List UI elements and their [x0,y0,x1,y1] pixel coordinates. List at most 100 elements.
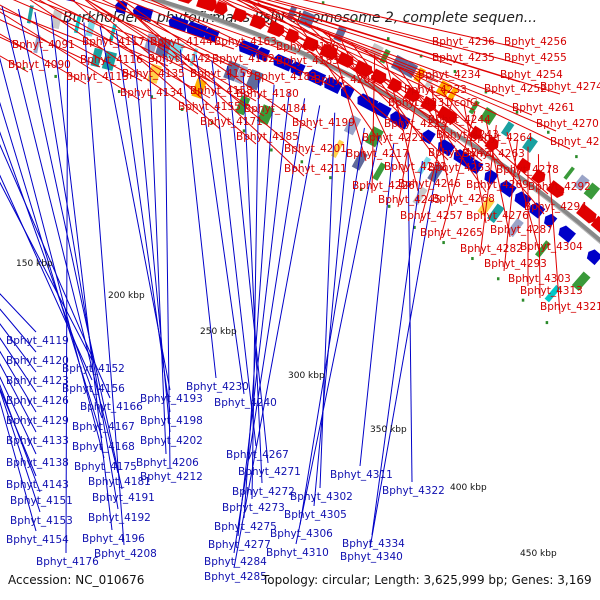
feature-marker [242,129,246,133]
feature-marker [117,90,121,94]
reverse-gene-label: Bphyt_4311 [330,469,393,481]
reverse-leader-line [0,57,105,459]
inner-feature-band [189,48,199,67]
forward-leader-line [316,26,483,162]
reverse-leader-line [295,135,380,545]
forward-leader-line [351,42,449,176]
outer-feature-band [446,86,459,102]
reverse-gene-label: Bphyt_4153 [10,515,73,527]
forward-gene-label: Bphyt_4184 [244,103,307,115]
forward-gene-label: Bphyt_4276 [466,210,529,222]
reverse-leader-line [242,72,263,484]
forward-gene-label: Bphyt_4116 [80,54,143,66]
gc-feature-band [33,34,41,54]
forward-leader-line [240,0,505,97]
gene-labels: Bphyt_4091 Bphyt_4090 Bphyt_4117 Bphyt_4116… [6,36,600,583]
forward-gene-label: Bphyt_4211 [284,163,347,175]
outer-feature-band [402,60,419,79]
feature-marker [270,148,273,152]
feature-marker [484,90,488,94]
reverse-leader-line [371,160,423,536]
reverse-leader-line [131,34,171,433]
forward-gene-label: Bphyt_4303 [508,273,571,285]
forward-leader-line [397,78,421,208]
accession-text: Accession: NC_010676 [8,573,144,587]
reverse-leader-line [195,54,245,395]
reverse-gene-label: Bphyt_4212 [140,471,203,483]
feature-marker [359,187,363,191]
outer-feature-band [522,135,538,153]
forward-gene-label: Bphyt_4233 [404,84,467,96]
reverse-leader-line [407,152,413,483]
outer-feature-band [424,73,436,89]
forward-leader-line [33,0,171,50]
forward-leader-line [0,11,141,101]
forward-leader-line [150,0,335,88]
forward-cds-arrow [196,0,218,12]
forward-gene-label: Bphyt_4144 [150,36,213,48]
reverse-leader-line [243,84,275,519]
forward-leader-line [124,0,297,69]
forward-leader-line [117,0,305,177]
forward-leader-line [101,0,275,85]
inner-feature-band [245,69,264,91]
reverse-gene-label: Bphyt_4133 [6,435,69,447]
feature-marker [54,74,57,78]
reverse-leader-line [0,174,93,381]
inner-feature-band [365,126,384,148]
forward-gene-label: Bphyt_4182 [254,71,317,83]
forward-gene-label: Bphyt_4234 [418,69,481,81]
reverse-gene-label: Bphyt_4305 [284,509,347,521]
forward-gene-label: Bphyt_4261 [512,102,575,114]
forward-leader-line [0,4,143,82]
inner-feature-band [417,156,432,175]
scale-tick-label: 200 kbp [108,291,145,301]
feature-marker [300,160,304,164]
reverse-gene-label: Bphyt_4143 [6,479,69,491]
feature-marker [419,54,423,58]
forward-gene-label: Bphyt_4254 [500,69,563,81]
reverse-gene-label: Bphyt_4126 [6,395,69,407]
reverse-leader-line [65,18,69,554]
reverse-leader-line [319,112,336,489]
forward-gene-label: Bphyt_4221 [362,132,425,144]
reverse-leader-line [299,127,365,526]
reverse-gene-label: Bphyt_4267 [226,449,289,461]
reverse-leader-line [0,181,93,361]
forward-gene-label: Bphyt_4159 [190,68,253,80]
reverse-gene-label: Bphyt_4198 [140,415,203,427]
forward-gene-label: Bphyt_4283 [550,136,600,148]
backbone-ring [146,0,600,245]
forward-gene-label: Bphyt_4235 [432,52,495,64]
reverse-gene-label: Bphyt_4196 [82,533,145,545]
forward-gene-label: Bphyt_4171 [200,116,263,128]
forward-leader-line [247,0,405,132]
forward-leader-line [243,0,453,66]
forward-gene-label: Bphyt_4256 [504,36,567,48]
forward-gene-label: Bphyt_4245 [378,194,441,206]
forward-leader-line [91,0,235,50]
forward-leader-line [292,16,383,146]
feature-marker [22,66,26,70]
feature-marker [515,110,519,114]
reverse-gene-label: Bphyt_4334 [342,538,405,550]
outer-feature-band [468,100,480,115]
feature-marker [575,155,578,159]
feature-marker [354,18,358,22]
forward-gene-label: Bphyt_4232 [384,161,447,173]
feature-marker [387,204,391,208]
reverse-leader-line [147,39,167,455]
inner-feature-band [143,33,160,54]
forward-gene-label: Bphyt_4090 [8,59,71,71]
forward-gene-label: Bphyt_4201 [284,143,347,155]
forward-gene-label: Bphyt_4223 [384,118,447,130]
feature-marker [329,176,332,180]
reverse-cds-arrow [544,213,558,228]
forward-gene-label: Bphyt_4304 [520,241,583,253]
reverse-cds-arrow [373,102,392,120]
reverse-leader-line [83,22,125,546]
feature-marker [442,241,445,245]
inner-feature-band [50,9,63,30]
forward-leader-line [419,97,454,224]
